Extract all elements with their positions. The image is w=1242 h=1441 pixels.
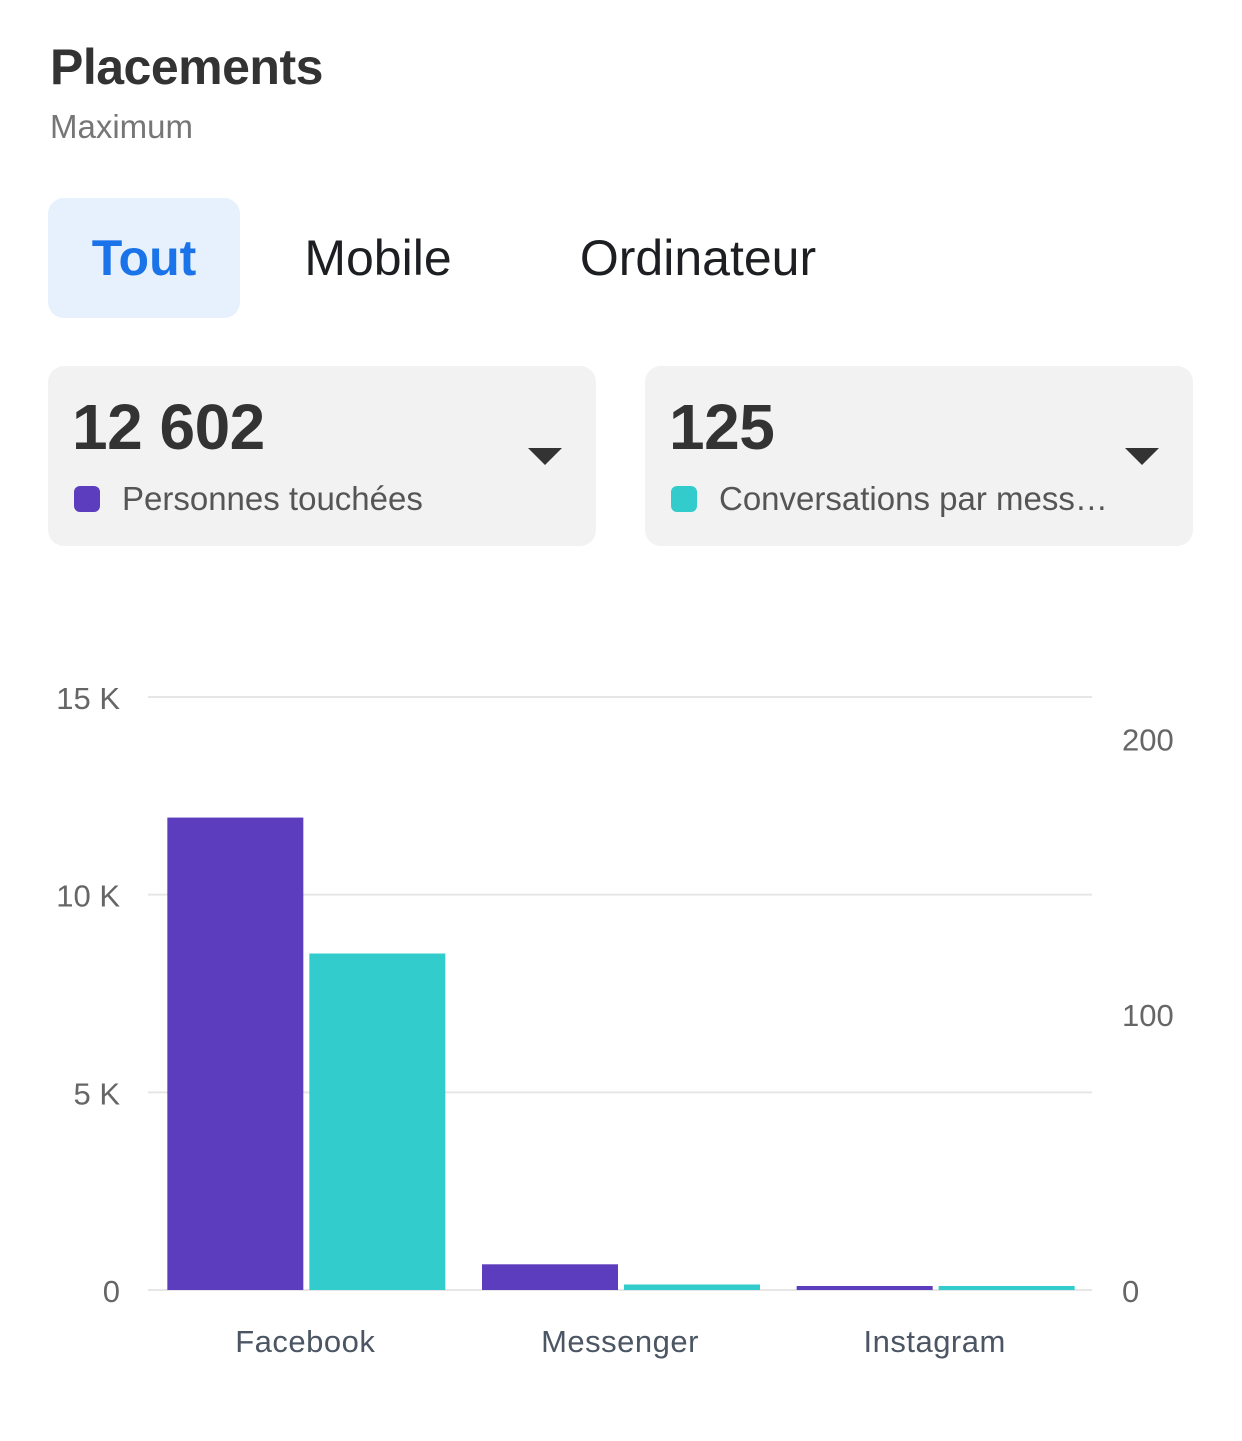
x-tick-label: Facebook xyxy=(235,1324,375,1359)
tab-ordinateur[interactable]: Ordinateur xyxy=(579,230,817,286)
bar-messenger-conversations xyxy=(624,1284,760,1290)
caret-down-icon[interactable] xyxy=(528,448,562,465)
metric-value: 125 xyxy=(669,391,775,463)
y-right-tick-label: 100 xyxy=(1122,998,1174,1033)
metric-legend: Personnes touchées xyxy=(74,480,423,518)
x-tick-label: Messenger xyxy=(541,1324,699,1359)
placement-tabs: Tout Mobile Ordinateur xyxy=(48,198,948,318)
bar-instagram-reach xyxy=(796,1286,933,1290)
legend-swatch xyxy=(74,486,100,512)
tab-mobile[interactable]: Mobile xyxy=(304,230,452,286)
y-right-tick-label: 0 xyxy=(1122,1274,1139,1309)
metric-label: Personnes touchées xyxy=(122,480,423,517)
y-left-tick-label: 10 K xyxy=(56,879,120,914)
page-title: Placements xyxy=(50,39,323,95)
metric-card-reach[interactable]: 12 602 Personnes touchées xyxy=(48,366,596,546)
caret-down-icon[interactable] xyxy=(1125,448,1159,465)
metric-legend: Conversations par messagerie commencées xyxy=(671,480,1119,518)
bar-facebook-conversations xyxy=(309,953,446,1290)
tab-tout[interactable]: Tout xyxy=(48,198,240,318)
placements-bar-chart: 0 5 K 10 K 15 K 0 100 200 Facebook Messenger Inst… xyxy=(56,681,1174,1359)
bar-messenger-reach xyxy=(482,1264,618,1290)
metric-label: Conversations par messagerie commencées xyxy=(719,480,1119,517)
metric-value: 12 602 xyxy=(72,391,265,463)
y-left-tick-label: 0 xyxy=(103,1274,120,1309)
legend-swatch xyxy=(671,486,697,512)
metric-card-conversations[interactable]: 125 Conversations par messagerie commenc… xyxy=(645,366,1193,546)
y-left-tick-label: 15 K xyxy=(56,681,120,716)
page-subtitle: Maximum xyxy=(50,108,194,145)
y-right-tick-label: 200 xyxy=(1122,722,1174,757)
y-left-tick-label: 5 K xyxy=(73,1076,120,1111)
bar-instagram-conversations xyxy=(938,1286,1075,1290)
x-tick-label: Instagram xyxy=(863,1324,1005,1359)
bar-facebook-reach xyxy=(167,817,304,1290)
